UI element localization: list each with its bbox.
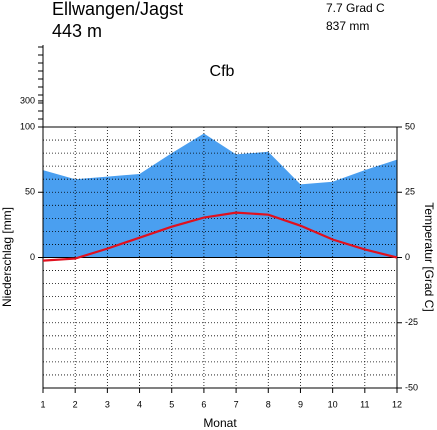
x-tick-label: 4 (137, 399, 142, 409)
x-tick-label: 5 (169, 399, 174, 409)
x-tick-label: 9 (298, 399, 303, 409)
temp-line (42, 211, 398, 262)
y-tick-label: 50 (25, 187, 35, 197)
chart-subtitle: 443 m (52, 21, 102, 41)
x-tick-label: 1 (40, 399, 45, 409)
x-tick-label: 12 (392, 399, 402, 409)
x-tick-label: 6 (201, 399, 206, 409)
x-tick-label: 11 (360, 399, 369, 409)
y-tick-label: 100 (20, 121, 35, 131)
y-tick-label: 0 (30, 252, 35, 262)
x-axis-label: Monat (203, 416, 237, 430)
y2-axis-label: Temperatur [Grad C] (422, 202, 436, 311)
y2-tick-label: 50 (405, 121, 415, 131)
x-tick-label: 7 (234, 399, 239, 409)
y-tick-label: 300 (20, 95, 35, 105)
y-axis-label: Niederschlag [mm] (0, 207, 14, 307)
annotation: 7.7 Grad C (326, 1, 385, 15)
x-tick-label: 8 (266, 399, 271, 409)
y2-tick-label: -50 (405, 382, 418, 392)
chart-title: Ellwangen/Jagst (52, 0, 183, 19)
climate-class: Cfb (210, 63, 235, 80)
y2-tick-label: -25 (405, 317, 418, 327)
y2-tick-label: 25 (405, 187, 415, 197)
x-tick-label: 2 (73, 399, 78, 409)
x-tick-label: 3 (105, 399, 110, 409)
precip-area (43, 133, 397, 258)
x-tick-label: 10 (328, 399, 338, 409)
annotation: 837 mm (326, 19, 369, 33)
y2-tick-label: 0 (405, 252, 410, 262)
